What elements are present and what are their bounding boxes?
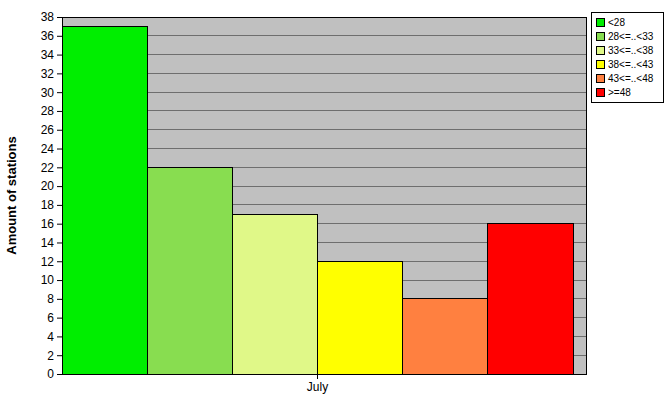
tick: 6 [47,311,62,325]
legend-box [591,12,663,102]
tick: 38 [41,10,62,24]
page-background [0,0,667,415]
legend-swatch [596,18,604,26]
tick: 28 [41,104,62,118]
tick-mark [57,336,62,337]
tick: 4 [47,330,62,344]
plot-frame [62,17,586,374]
bar [318,261,403,374]
tick-mark [57,55,62,56]
bar [488,224,573,374]
tick-mark [57,242,62,243]
bar [62,26,147,374]
y-axis: 02468101214161820222426283032343638 [41,10,63,381]
grid [62,17,586,374]
tick-mark [57,17,62,18]
tick-mark [57,374,62,375]
legend-label: 38<=..<43 [608,59,654,70]
legend-label: 28<=..<33 [608,31,654,42]
tick: 18 [41,198,62,212]
tick: 36 [41,29,62,43]
legend-label: 33<=..<38 [608,45,654,56]
tick-mark [57,224,62,225]
tick-label: 16 [41,217,55,231]
chart: 02468101214161820222426283032343638JulyA… [0,0,667,415]
legend-label: <28 [608,17,625,28]
bar [403,299,488,374]
tick-label: 24 [41,142,55,156]
tick-label: 36 [41,29,55,43]
tick-label: July [307,380,328,394]
tick-label: 30 [41,85,55,99]
tick-mark [57,186,62,187]
tick-mark [57,36,62,37]
bars [62,26,573,374]
tick: 8 [47,292,62,306]
tick-mark [57,167,62,168]
tick-mark [57,130,62,131]
tick-mark [57,280,62,281]
tick-label: 22 [41,161,55,175]
tick-label: 8 [47,292,54,306]
legend-label: >=48 [608,87,631,98]
tick: 10 [41,273,62,287]
tick: 34 [41,48,62,62]
tick-mark [57,299,62,300]
tick-label: 26 [41,123,55,137]
tick: 30 [41,85,62,99]
bar [147,167,232,374]
legend-label: 43<=..<48 [608,73,654,84]
tick-mark [57,355,62,356]
tick-mark [57,205,62,206]
bar [232,214,317,374]
tick-label: 14 [41,236,55,250]
tick-label: 34 [41,48,55,62]
tick: 12 [41,255,62,269]
tick: 24 [41,142,62,156]
tick-mark [57,318,62,319]
tick-mark [57,92,62,93]
tick: 2 [47,349,62,363]
tick-label: 12 [41,255,55,269]
tick-label: 10 [41,273,55,287]
tick: 32 [41,67,62,81]
tick: July [307,374,328,394]
tick-label: 4 [47,330,54,344]
tick-mark [57,261,62,262]
tick: 22 [41,161,62,175]
tick-label: 32 [41,67,55,81]
tick-mark [57,111,62,112]
legend-swatch [596,46,604,54]
tick-mark [57,149,62,150]
tick: 20 [41,179,62,193]
axis-line [62,18,63,375]
tick-label: 38 [41,10,55,24]
legend-swatch [596,88,604,96]
tick-label: 0 [47,367,54,381]
legend-swatch [596,74,604,82]
y-axis-title: Amount of stations [4,136,19,254]
tick: 16 [41,217,62,231]
tick-label: 6 [47,311,54,325]
legend-swatch [596,60,604,68]
tick-mark [57,73,62,74]
x-axis: July [62,374,586,394]
tick-mark [317,374,318,379]
axis-line [62,374,586,375]
tick-label: 20 [41,179,55,193]
tick-label: 2 [47,349,54,363]
legend: <28 28<=..<33 33<=..<38 38<=..<43 43<=..<48 >… [591,12,663,102]
tick: 26 [41,123,62,137]
tick-label: 18 [41,198,55,212]
tick: 0 [47,367,62,381]
tick: 14 [41,236,62,250]
plot-background [62,17,586,374]
tick-label: 28 [41,104,55,118]
legend-swatch [596,32,604,40]
